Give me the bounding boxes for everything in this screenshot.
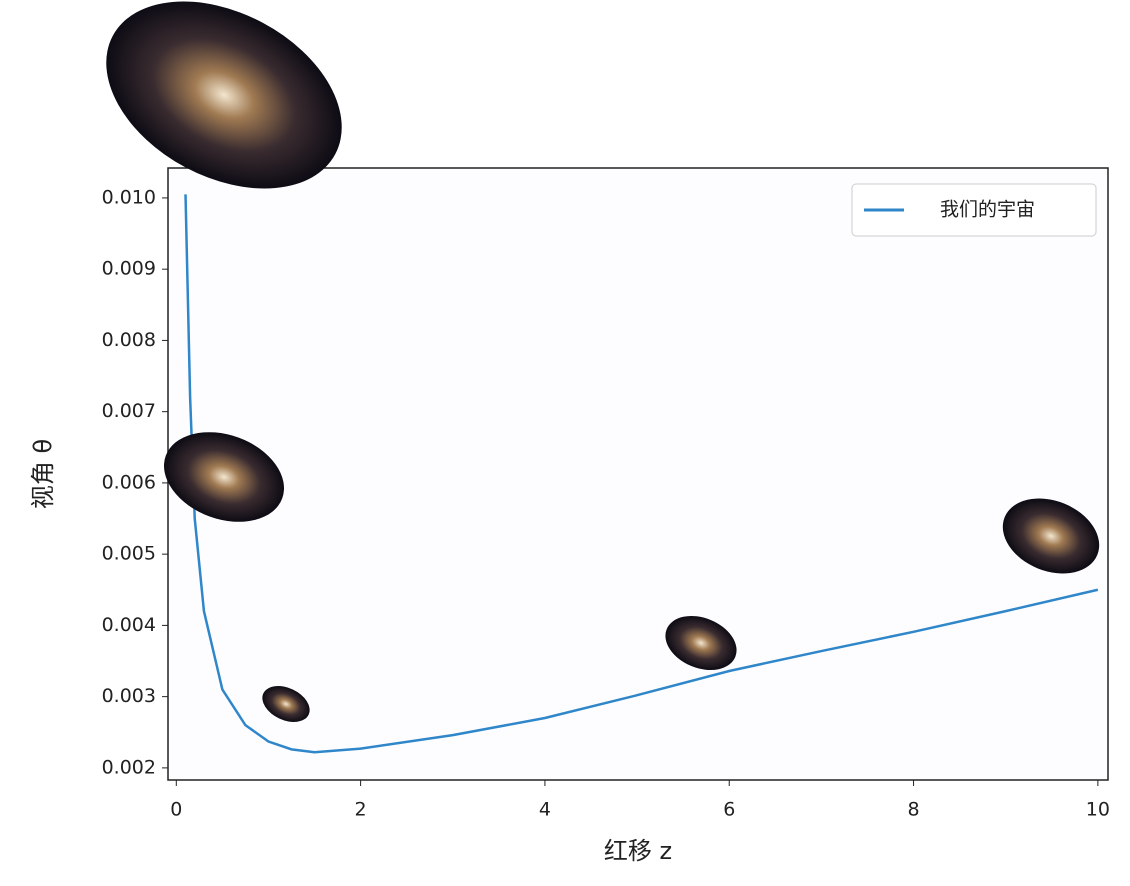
legend-box xyxy=(851,183,1097,237)
y-tick-label: 0.006 xyxy=(102,471,156,493)
x-tick-label: 8 xyxy=(908,799,920,821)
y-tick-label: 0.008 xyxy=(102,329,156,351)
galaxy-image xyxy=(163,432,285,522)
x-axis-label: 红移 z xyxy=(604,837,672,865)
legend-label: 我们的宇宙 xyxy=(940,199,1035,221)
galaxy-image xyxy=(262,686,310,722)
x-tick-label: 0 xyxy=(170,799,182,821)
y-tick-label: 0.005 xyxy=(102,543,156,565)
galaxy-image xyxy=(665,615,737,671)
series-line xyxy=(184,194,1099,754)
y-axis-label: 视角 θ xyxy=(29,439,57,509)
y-tick-label: 0.004 xyxy=(102,614,156,636)
y-tick-label: 0.009 xyxy=(102,258,156,280)
galaxy-image xyxy=(106,1,342,189)
y-tick-label: 0.003 xyxy=(102,685,156,707)
y-tick-label: 0.007 xyxy=(102,400,156,422)
x-tick-label: 2 xyxy=(355,799,367,821)
x-tick-label: 10 xyxy=(1086,799,1110,821)
galaxy-decorations xyxy=(106,1,1100,722)
galaxy-image xyxy=(1002,498,1100,574)
x-tick-label: 6 xyxy=(723,799,735,821)
y-tick-label: 0.010 xyxy=(102,186,156,208)
plot-frame xyxy=(167,167,1109,781)
x-tick-label: 4 xyxy=(539,799,551,821)
y-tick-label: 0.002 xyxy=(102,756,156,778)
